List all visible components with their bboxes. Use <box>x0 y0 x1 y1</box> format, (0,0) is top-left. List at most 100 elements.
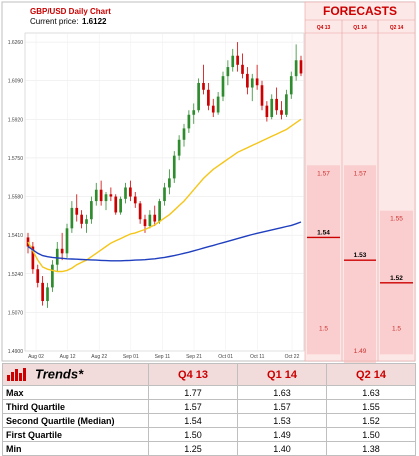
candle-body <box>85 219 88 224</box>
candlestick-series <box>26 42 303 308</box>
candle-body <box>177 139 181 156</box>
forecast-median-label: 1.53 <box>354 252 367 259</box>
table-row: Min 1.25 1.40 1.38 <box>2 441 416 456</box>
y-tick-label: 1.6090 <box>8 79 24 85</box>
candle-body <box>70 207 74 229</box>
candle-body <box>241 64 244 74</box>
candle-body <box>299 60 303 74</box>
row-label: Second Quartile (Median) <box>2 413 149 428</box>
candle-body <box>119 198 122 213</box>
y-tick-label: 1.5580 <box>8 195 24 201</box>
candle-body <box>65 228 69 254</box>
x-tick-label: Oct 11 <box>250 354 265 360</box>
candle-body <box>148 214 152 227</box>
candle-body <box>285 94 288 115</box>
candle-body <box>55 248 59 265</box>
candle-body <box>207 89 210 106</box>
candle-body <box>275 98 278 111</box>
candle-body <box>182 128 186 140</box>
forecast-panel: FORECASTS Q4 13 1.57 1.54 1.5 Q1 14 1.57 1.53 1… <box>304 1 416 363</box>
forecast-title: FORECASTS <box>323 4 397 18</box>
candle-body <box>26 237 30 247</box>
y-tick-label: 1.5750 <box>8 156 24 162</box>
candle-body <box>36 269 40 283</box>
candle-body <box>124 187 127 199</box>
forecast-column-header: Q2 14 <box>390 25 404 31</box>
table-cell: 1.38 <box>326 441 416 456</box>
candle-body <box>153 214 157 222</box>
table-cell: 1.54 <box>148 413 238 428</box>
forecast-column-header: Q4 13 <box>317 25 331 31</box>
candle-body <box>260 85 264 106</box>
candle-body <box>289 76 293 95</box>
forecast-median-label: 1.54 <box>317 229 330 236</box>
bar-chart-icon <box>7 368 27 381</box>
moving-average-lines <box>27 118 302 273</box>
candle-body <box>172 155 176 179</box>
table-cell: 1.25 <box>148 441 238 456</box>
forecast-range-box <box>344 165 376 363</box>
y-tick-label: 1.5410 <box>8 233 24 239</box>
candle-body <box>129 187 132 197</box>
forecast-range-box <box>307 165 340 355</box>
trends-header-q1-14: Q1 14 <box>237 363 327 386</box>
table-cell: 1.77 <box>148 385 238 400</box>
candle-body <box>187 114 191 129</box>
candle-body <box>221 76 225 97</box>
gbpusd-chart: 1.4900 1.5070 1.5240 1.5410 1.5580 1.5750 1.59… <box>1 1 416 363</box>
trends-header-q4-13: Q4 13 <box>148 363 238 386</box>
moving-average-line <box>27 221 302 262</box>
trends-header-q2-14: Q2 14 <box>326 363 416 386</box>
y-tick-label: 1.4900 <box>8 349 24 355</box>
y-tick-label: 1.5240 <box>8 272 24 278</box>
forecast-max-label: 1.57 <box>354 170 367 177</box>
candle-body <box>192 110 196 115</box>
forecast-min-label: 1.5 <box>392 325 401 332</box>
candle-body <box>226 67 230 77</box>
candle-body <box>163 187 166 202</box>
candle-body <box>80 214 83 224</box>
candle-body <box>133 196 137 204</box>
row-label: Min <box>2 441 149 456</box>
candle-body <box>60 248 64 254</box>
candle-body <box>51 264 54 288</box>
candle-body <box>236 55 239 65</box>
table-cell: 1.57 <box>237 399 327 414</box>
x-tick-label: Oct 01 <box>218 354 233 360</box>
candle-body <box>202 82 205 90</box>
y-axis-ticks: 1.4900 1.5070 1.5240 1.5410 1.5580 1.5750 1.59… <box>8 40 24 355</box>
forecast-columns: Q4 13 1.57 1.54 1.5 Q1 14 1.57 1.53 1.49 Q2 14 1.… <box>307 20 413 363</box>
y-tick-label: 1.6260 <box>8 40 24 46</box>
candle-body <box>255 78 259 86</box>
table-cell: 1.57 <box>148 399 238 414</box>
candle-body <box>31 246 35 270</box>
forecast-column-header: Q1 14 <box>353 25 367 31</box>
candle-body <box>280 110 283 115</box>
candle-body <box>90 201 93 220</box>
y-tick-label: 1.5920 <box>8 117 24 123</box>
row-label: Max <box>2 385 149 400</box>
candle-body <box>109 194 113 197</box>
table-cell: 1.50 <box>148 427 238 442</box>
candle-body <box>94 189 98 202</box>
candle-body <box>265 105 269 118</box>
forecast-min-label: 1.5 <box>319 325 328 332</box>
table-cell: 1.50 <box>326 427 416 442</box>
table-row: First Quartile 1.50 1.49 1.50 <box>2 427 416 442</box>
candle-body <box>294 60 298 77</box>
forecast-min-label: 1.49 <box>354 348 367 355</box>
x-axis-ticks: Aug 02 Aug 12 Aug 22 Sep 01 Sep 11 Sep 21 Oct … <box>28 354 300 360</box>
table-row: Second Quartile (Median) 1.54 1.53 1.52 <box>2 413 416 428</box>
candle-body <box>216 96 220 113</box>
table-cell: 1.63 <box>326 385 416 400</box>
chart-subtitle-label: Current price: <box>30 17 78 26</box>
x-tick-label: Aug 12 <box>60 354 76 360</box>
x-tick-label: Sep 21 <box>186 354 202 360</box>
current-price-value: 1.6122 <box>82 17 107 26</box>
table-cell: 1.52 <box>326 413 416 428</box>
candle-body <box>168 178 171 188</box>
candle-body <box>211 105 215 113</box>
x-tick-label: Aug 22 <box>91 354 107 360</box>
candle-body <box>46 287 49 302</box>
candle-body <box>75 207 79 215</box>
